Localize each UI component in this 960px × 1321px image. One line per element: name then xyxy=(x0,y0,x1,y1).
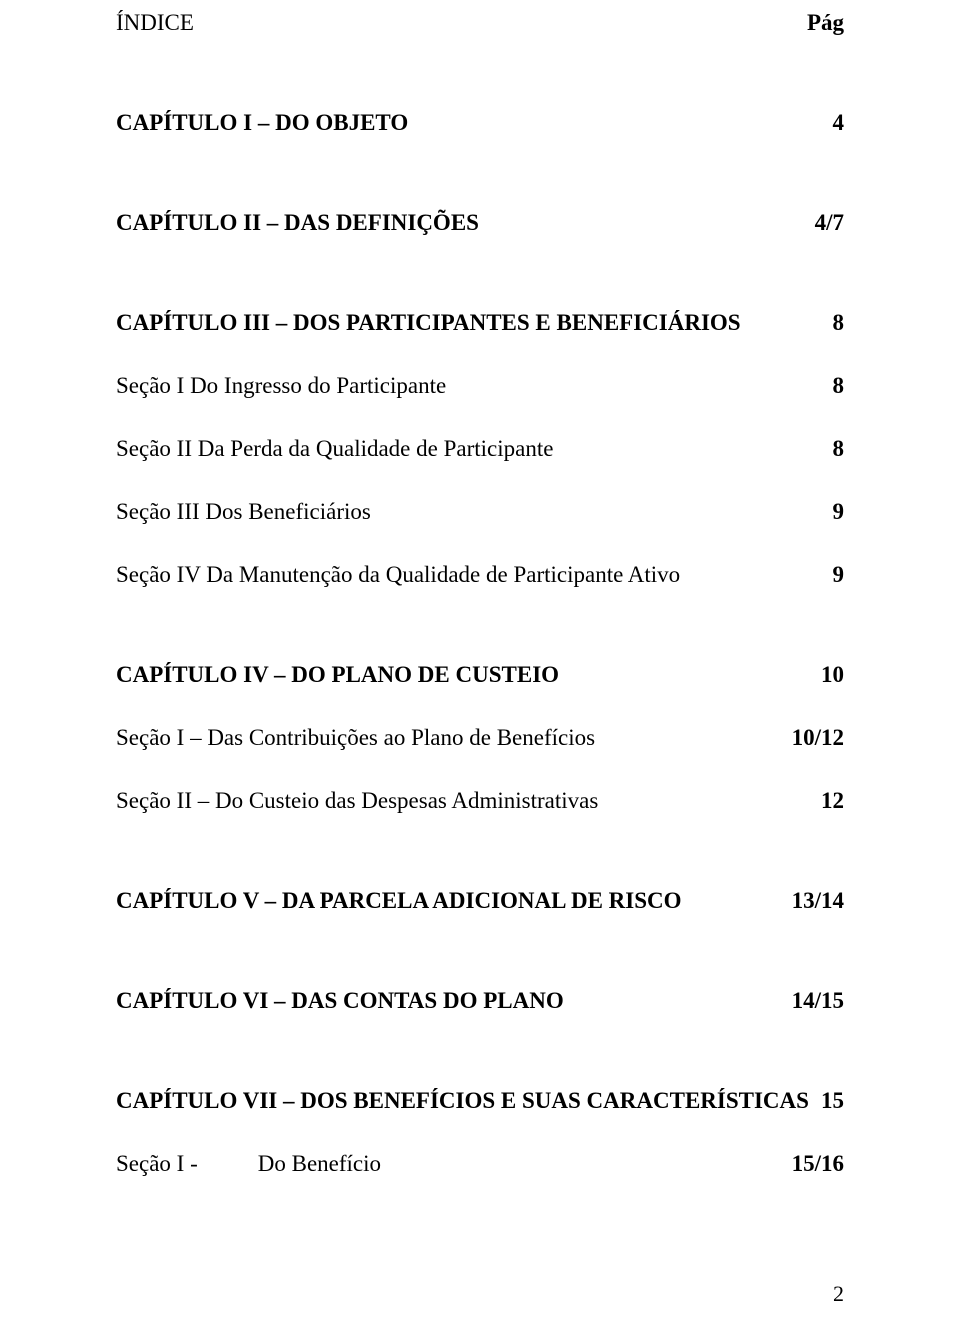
toc-entry-label: CAPÍTULO III – DOS PARTICIPANTES E BENEF… xyxy=(116,310,741,336)
toc-entry-page: 8 xyxy=(833,310,845,336)
toc-entry: CAPÍTULO II – DAS DEFINIÇÕES 4/7 xyxy=(116,210,844,236)
toc-entry-label: Seção I Do Ingresso do Participante xyxy=(116,373,446,399)
toc-entry-label: CAPÍTULO VI – DAS CONTAS DO PLANO xyxy=(116,988,564,1014)
toc-entry: Seção I – Das Contribuições ao Plano de … xyxy=(116,725,844,751)
index-title: ÍNDICE xyxy=(116,10,194,36)
toc-entry-label: Seção III Dos Beneficiários xyxy=(116,499,371,525)
toc-entry: CAPÍTULO III – DOS PARTICIPANTES E BENEF… xyxy=(116,310,844,336)
toc-entry: CAPÍTULO I – DO OBJETO 4 xyxy=(116,110,844,136)
toc-entry-page: 15/16 xyxy=(792,1151,844,1177)
toc-entry: CAPÍTULO VI – DAS CONTAS DO PLANO 14/15 xyxy=(116,988,844,1014)
toc-entry-page: 15 xyxy=(821,1088,844,1114)
toc-entry: Seção III Dos Beneficiários 9 xyxy=(116,499,844,525)
toc-entry: Seção II Da Perda da Qualidade de Partic… xyxy=(116,436,844,462)
page-column-label: Pág xyxy=(807,10,844,36)
toc-entry-label: CAPÍTULO I – DO OBJETO xyxy=(116,110,408,136)
toc-entry-label: Seção I – Das Contribuições ao Plano de … xyxy=(116,725,595,751)
toc-entry-label: Seção IV Da Manutenção da Qualidade de P… xyxy=(116,562,680,588)
toc-entry-label: CAPÍTULO V – DA PARCELA ADICIONAL DE RIS… xyxy=(116,888,682,914)
toc-entry: CAPÍTULO V – DA PARCELA ADICIONAL DE RIS… xyxy=(116,888,844,914)
toc-entry-page: 12 xyxy=(821,788,844,814)
toc-entry: Seção I Do Ingresso do Participante 8 xyxy=(116,373,844,399)
toc-entry: CAPÍTULO VII – DOS BENEFÍCIOS E SUAS CAR… xyxy=(116,1088,844,1114)
toc-entry-label: Seção II – Do Custeio das Despesas Admin… xyxy=(116,788,598,814)
toc-entry-label: CAPÍTULO VII – DOS BENEFÍCIOS E SUAS CAR… xyxy=(116,1088,809,1114)
toc-entry-page: 10 xyxy=(821,662,844,688)
toc-entry-page: 13/14 xyxy=(792,888,844,914)
toc-entry-page: 8 xyxy=(833,373,845,399)
toc-entry-label: CAPÍTULO II – DAS DEFINIÇÕES xyxy=(116,210,479,236)
toc-entry-page: 4/7 xyxy=(815,210,844,236)
toc-entry-page: 9 xyxy=(833,562,845,588)
toc-entry: Seção IV Da Manutenção da Qualidade de P… xyxy=(116,562,844,588)
toc-entry-label: Seção II Da Perda da Qualidade de Partic… xyxy=(116,436,553,462)
toc-entry-page: 14/15 xyxy=(792,988,844,1014)
toc-entry-page: 4 xyxy=(833,110,845,136)
toc-entry: Seção II – Do Custeio das Despesas Admin… xyxy=(116,788,844,814)
index-header: ÍNDICE Pág xyxy=(116,10,844,36)
page-number: 2 xyxy=(833,1281,844,1307)
toc-entry-label: CAPÍTULO IV – DO PLANO DE CUSTEIO xyxy=(116,662,559,688)
toc-entry: CAPÍTULO IV – DO PLANO DE CUSTEIO 10 xyxy=(116,662,844,688)
toc-entry-last: Seção I -Do Benefício 15/16 xyxy=(116,1151,844,1177)
toc-entries: CAPÍTULO I – DO OBJETO 4 CAPÍTULO II – DAS… xyxy=(116,110,844,1114)
toc-entry-page: 8 xyxy=(833,436,845,462)
toc-entry-label: Seção I -Do Benefício xyxy=(116,1151,381,1177)
toc-entry-page: 9 xyxy=(833,499,845,525)
toc-entry-page: 10/12 xyxy=(792,725,844,751)
